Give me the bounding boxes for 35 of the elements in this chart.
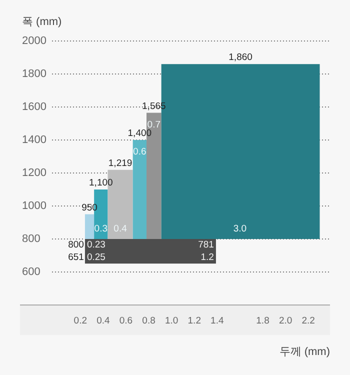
annotation: 0.7 [147,119,161,130]
y-tick-label: 1400 [22,134,46,146]
annotation: 781 [198,240,214,251]
annotation: 0.4 [114,224,127,235]
y-tick-label: 1000 [22,200,46,212]
annotation: 1.2 [200,252,214,263]
x-tick-label: 1.0 [164,316,178,327]
annotation: 0.6 [133,146,146,158]
annotation: 0.3 [94,224,108,235]
annotation: 800 [68,240,84,251]
x-tick-label: 2.2 [302,316,315,327]
x-axis-title: 두께 (mm) [279,346,330,358]
x-tick-label: 0.2 [74,316,88,327]
y-tick-label: 1600 [22,100,46,113]
annotation: 651 [68,252,84,263]
data-label: 1,400 [128,128,152,139]
annotation: 3.0 [233,224,247,235]
x-tick-label: 1.2 [188,316,201,327]
y-tick-label: 2000 [22,34,46,47]
x-tick-label: 0.4 [96,316,110,327]
y-tick-label: 800 [22,232,40,245]
x-tick-label: 2.0 [278,316,292,327]
data-label: 1,100 [89,178,113,188]
y-axis-title: 폭 (mm) [22,16,62,28]
y-tick-label: 1800 [22,68,46,80]
x-tick-label: 0.8 [142,316,156,327]
annotation: 0.23 [86,240,106,251]
x-tick-label: 0.6 [119,316,133,327]
x-tick-label: 1.4 [210,316,224,327]
y-tick-label: 600 [22,266,40,278]
y-tick-label: 1200 [22,166,46,179]
x-tick-label: 1.8 [256,316,270,327]
data-label: 1,860 [228,52,252,64]
data-label: 1,219 [108,158,132,169]
annotation: 0.25 [86,252,106,263]
